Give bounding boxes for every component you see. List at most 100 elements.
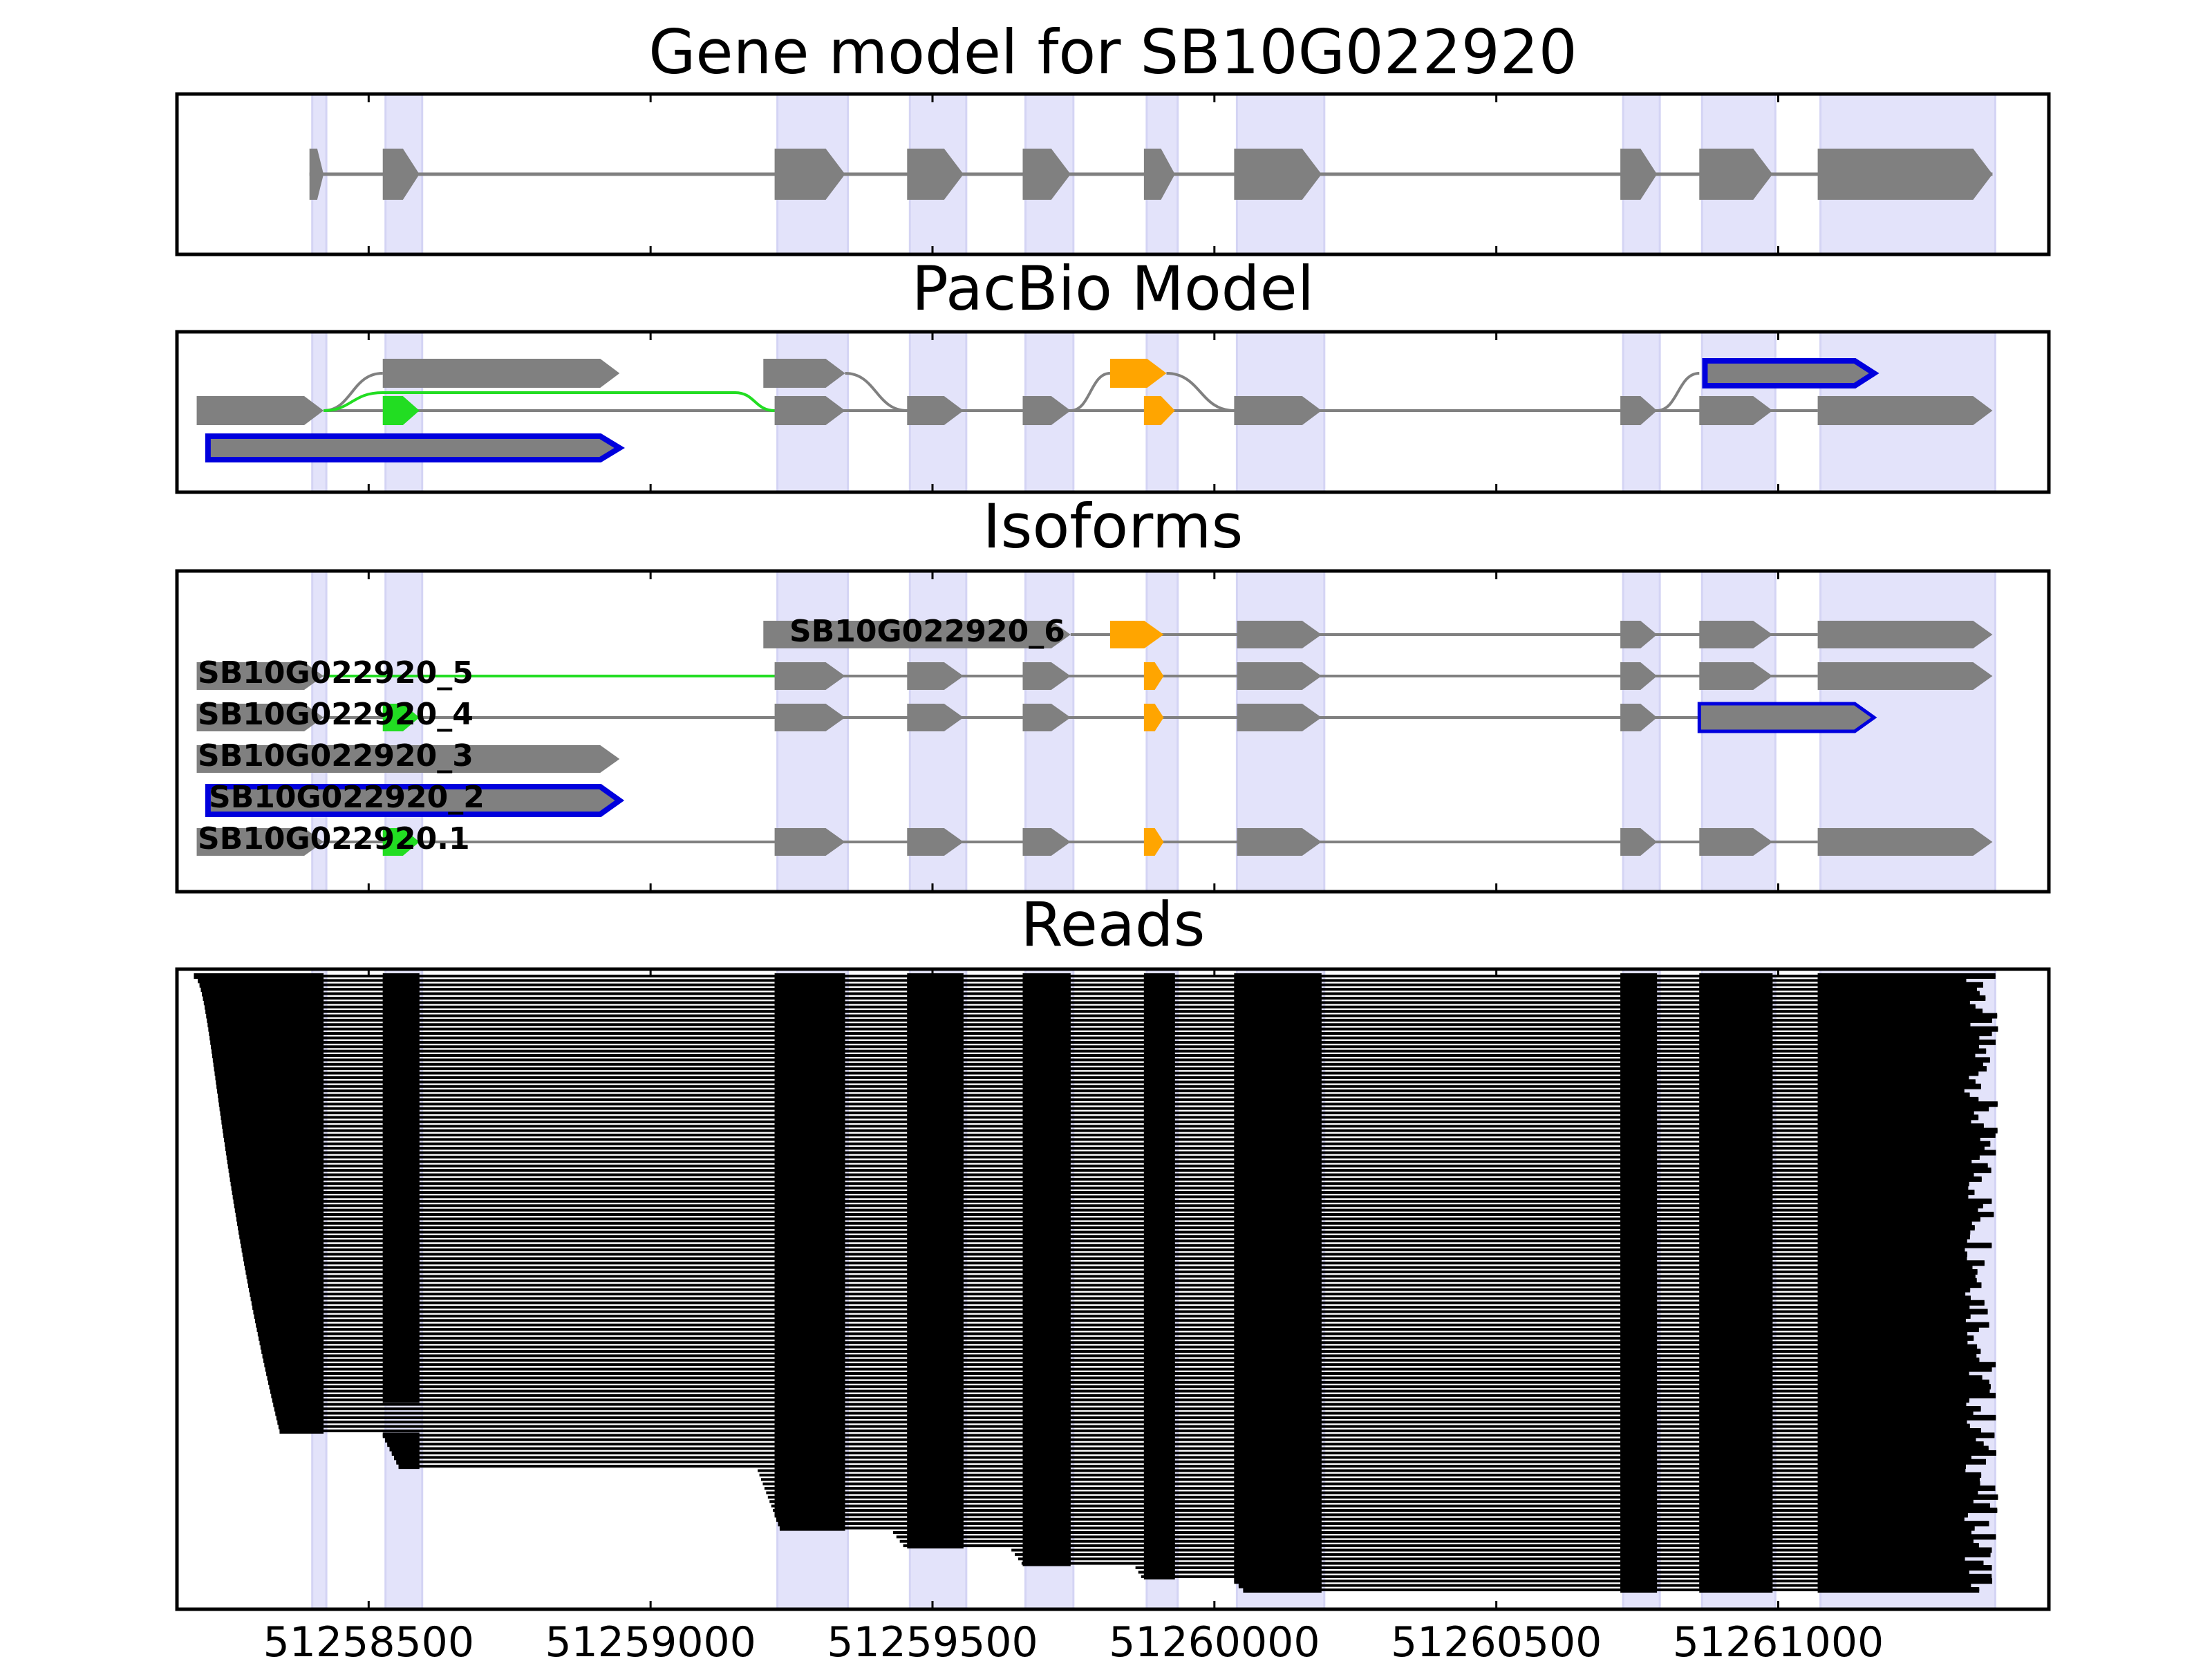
read-53-block-0 <box>234 1207 324 1213</box>
read-0-block-9 <box>1817 973 1996 979</box>
read-56-block-2 <box>774 1220 845 1226</box>
read-52-block-0 <box>234 1203 324 1209</box>
read-13-block-1 <box>382 1031 420 1037</box>
read-19-block-6 <box>1234 1057 1322 1063</box>
read-66-block-3 <box>907 1264 964 1271</box>
read-134-block-9 <box>1817 1565 1992 1571</box>
read-87-block-6 <box>1234 1357 1322 1363</box>
read-70-block-9 <box>1817 1282 1982 1288</box>
isoform-5-exon-9 <box>1817 828 1993 856</box>
read-49-block-5 <box>1143 1190 1175 1196</box>
read-101-block-2 <box>774 1419 845 1425</box>
read-49-block-3 <box>907 1190 964 1196</box>
read-66-block-5 <box>1143 1264 1175 1271</box>
read-139-block-7 <box>1620 1587 1658 1593</box>
read-122-block-4 <box>1022 1512 1071 1518</box>
read-2-block-7 <box>1620 982 1658 988</box>
read-135-block-5 <box>1143 1569 1175 1575</box>
read-112-block-5 <box>1143 1468 1175 1474</box>
read-67-block-7 <box>1620 1269 1658 1275</box>
read-122-block-3 <box>907 1512 964 1518</box>
read-60-block-8 <box>1699 1238 1773 1244</box>
read-71-block-2 <box>774 1286 845 1293</box>
read-30-block-7 <box>1620 1105 1658 1112</box>
read-132-block-6 <box>1234 1556 1322 1562</box>
read-124-block-8 <box>1699 1521 1773 1527</box>
read-116-block-6 <box>1234 1485 1322 1492</box>
read-127-block-8 <box>1699 1534 1773 1540</box>
read-9-block-7 <box>1620 1013 1658 1019</box>
pacbio-main-exon-8 <box>1699 396 1773 425</box>
read-119-block-5 <box>1143 1499 1175 1505</box>
read-18-block-5 <box>1143 1052 1175 1058</box>
panel-frame-gene-model <box>175 92 2051 256</box>
read-55-block-6 <box>1234 1216 1322 1222</box>
read-40-block-6 <box>1234 1150 1322 1156</box>
read-136-block-9 <box>1817 1573 1992 1580</box>
read-111-block-4 <box>1022 1463 1071 1470</box>
read-129-block-9 <box>1817 1543 1979 1549</box>
read-70-block-1 <box>382 1282 420 1288</box>
read-10-block-0 <box>207 1017 324 1023</box>
read-48-block-0 <box>231 1185 324 1191</box>
read-99-block-8 <box>1699 1410 1773 1416</box>
read-70-block-8 <box>1699 1282 1773 1288</box>
read-32-block-7 <box>1620 1114 1658 1121</box>
read-94-block-5 <box>1143 1388 1175 1394</box>
isoform-1-exon-3 <box>1022 662 1071 690</box>
read-113-block-6 <box>1234 1472 1322 1478</box>
read-34-block-5 <box>1143 1123 1175 1130</box>
read-79-block-7 <box>1620 1322 1658 1328</box>
read-20-block-9 <box>1817 1061 1983 1067</box>
read-109-block-9 <box>1817 1454 1971 1461</box>
read-20-block-5 <box>1143 1061 1175 1067</box>
read-119-block-6 <box>1234 1499 1322 1505</box>
read-19-block-5 <box>1143 1057 1175 1063</box>
read-7-block-2 <box>774 1004 845 1010</box>
read-68-block-8 <box>1699 1273 1773 1280</box>
read-109-block-1 <box>394 1454 420 1461</box>
isoform-1-exon-5 <box>1237 662 1322 690</box>
read-84-block-7 <box>1620 1344 1658 1350</box>
read-34-block-2 <box>774 1123 845 1130</box>
read-114-block-7 <box>1620 1477 1658 1483</box>
read-57-block-7 <box>1620 1225 1658 1231</box>
read-118-block-9 <box>1817 1494 1998 1500</box>
isoform-0-exon-5 <box>1817 621 1993 648</box>
read-78-block-5 <box>1143 1318 1175 1324</box>
read-97-block-7 <box>1620 1401 1658 1407</box>
read-81-block-2 <box>774 1331 845 1337</box>
read-3-block-1 <box>382 986 420 993</box>
read-8-block-6 <box>1234 1009 1322 1015</box>
read-31-block-8 <box>1699 1110 1773 1116</box>
isoform-5-exon-4 <box>1022 828 1071 856</box>
read-46-block-5 <box>1143 1176 1175 1182</box>
read-48-block-5 <box>1143 1185 1175 1191</box>
read-113-block-7 <box>1620 1472 1658 1478</box>
read-89-block-4 <box>1022 1366 1071 1372</box>
read-10-block-4 <box>1022 1017 1071 1023</box>
read-26-block-6 <box>1234 1088 1322 1094</box>
read-40-block-5 <box>1143 1150 1175 1156</box>
read-127-block-5 <box>1143 1534 1175 1540</box>
read-81-block-3 <box>907 1331 964 1337</box>
read-116-block-3 <box>907 1485 964 1492</box>
read-58-block-7 <box>1620 1229 1658 1235</box>
read-125-block-7 <box>1620 1525 1658 1531</box>
read-120-block-5 <box>1143 1503 1175 1509</box>
read-65-block-2 <box>774 1260 845 1266</box>
read-51-block-2 <box>774 1198 845 1204</box>
read-82-block-9 <box>1817 1335 1974 1341</box>
read-93-block-5 <box>1143 1384 1175 1390</box>
read-54-block-5 <box>1143 1211 1175 1217</box>
read-16-block-9 <box>1817 1044 1979 1050</box>
read-63-block-6 <box>1234 1251 1322 1257</box>
read-5-block-0 <box>203 995 324 1001</box>
read-18-block-3 <box>907 1052 964 1058</box>
read-73-block-0 <box>250 1295 324 1302</box>
read-29-block-3 <box>907 1101 964 1107</box>
read-137-block-8 <box>1699 1578 1773 1584</box>
read-76-block-2 <box>774 1309 845 1315</box>
read-8-block-1 <box>382 1009 420 1015</box>
read-98-block-7 <box>1620 1406 1658 1412</box>
